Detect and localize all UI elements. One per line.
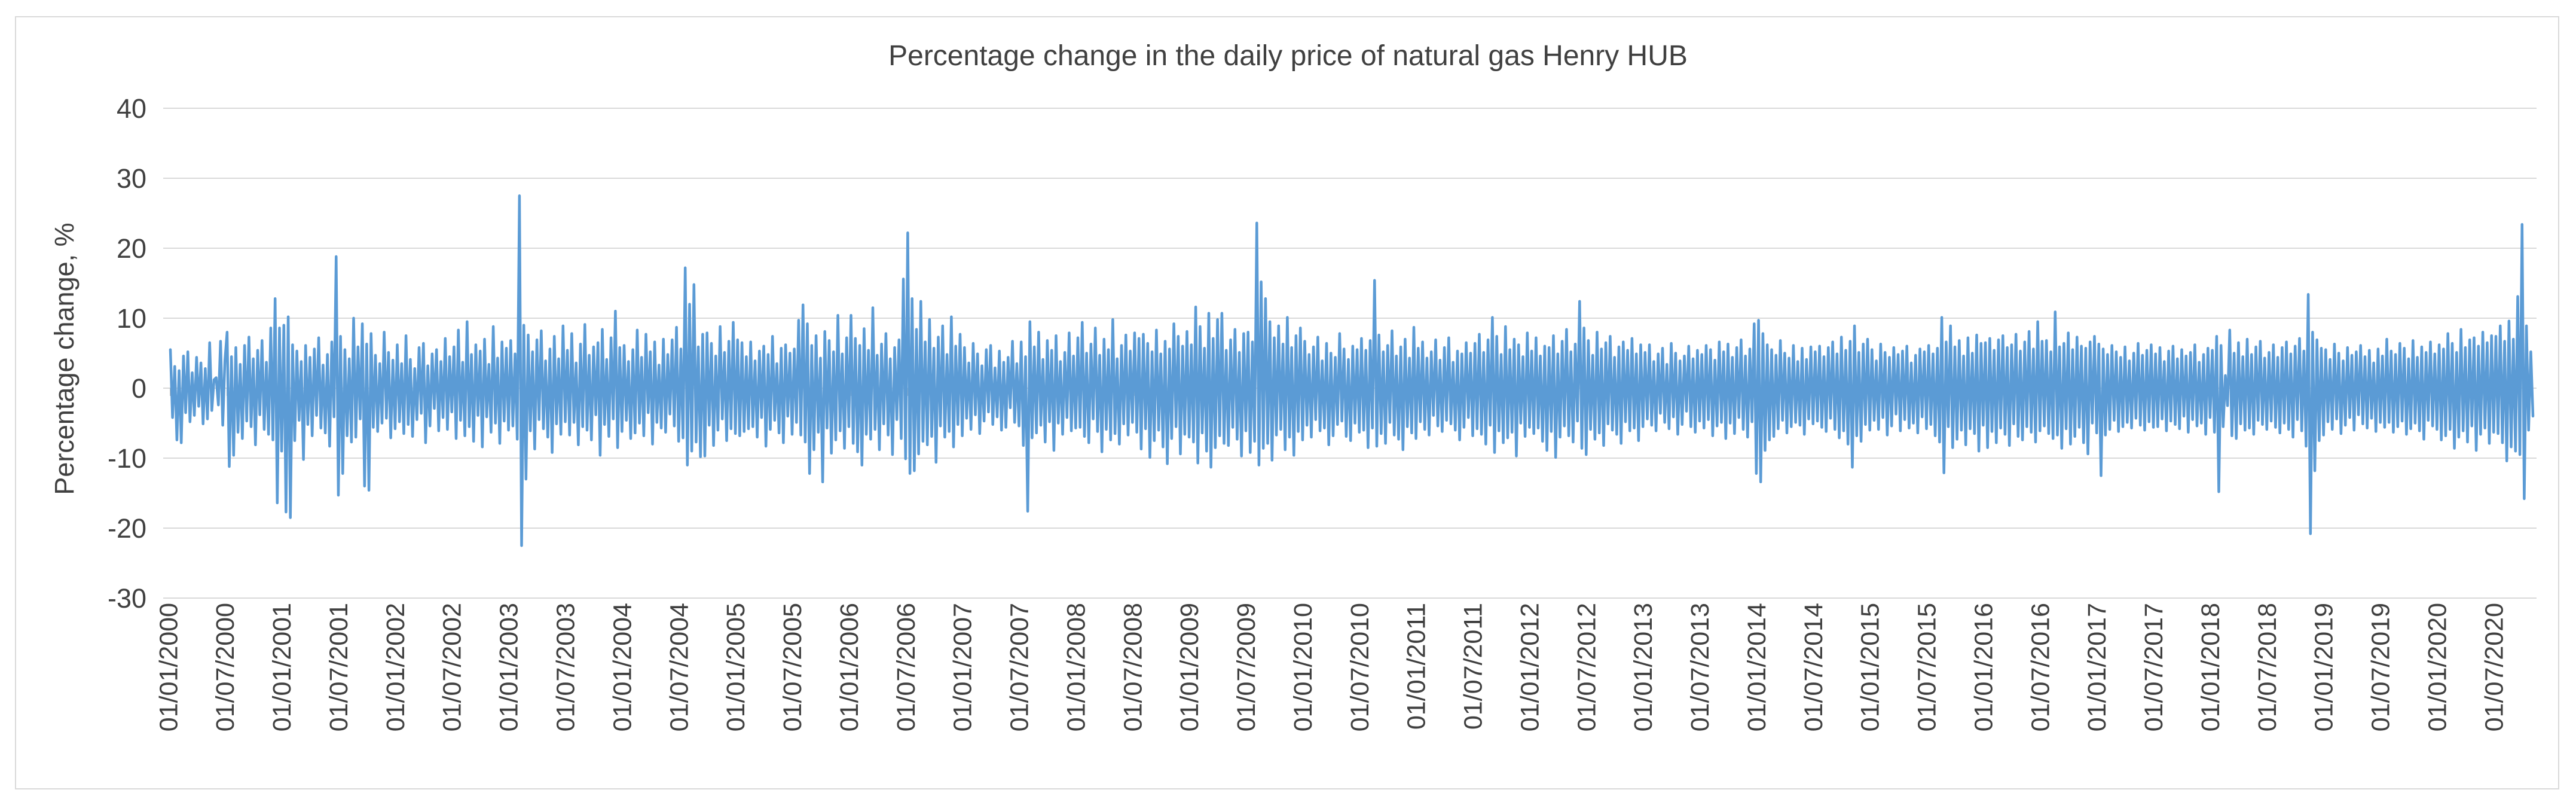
x-tick-label: 01/01/2012 [1515, 603, 1544, 731]
x-tick-label: 01/07/2007 [1006, 603, 1034, 731]
y-tick-label: -20 [108, 513, 146, 544]
y-tick-label: 0 [132, 373, 146, 404]
x-tick-label: 01/01/2009 [1175, 603, 1204, 731]
y-tick-label: -30 [108, 583, 146, 614]
x-tick-label: 01/07/2009 [1232, 603, 1261, 731]
x-tick-label: 01/07/2020 [2480, 603, 2508, 731]
x-tick-label: 01/07/2008 [1119, 603, 1147, 731]
y-tick-label: 10 [117, 303, 146, 334]
x-tick-label: 01/01/2016 [1969, 603, 1998, 731]
data-series-line [169, 194, 2535, 547]
x-tick-label: 01/07/2019 [2367, 603, 2395, 731]
x-tick-label: 01/07/2001 [325, 603, 353, 731]
x-tick-label: 01/01/2010 [1289, 603, 1318, 731]
chart-title: Percentage change in the daily price of … [888, 40, 1688, 72]
y-tick-label: 30 [117, 163, 146, 194]
x-tick-label: 01/07/2006 [892, 603, 921, 731]
x-tick-label: 01/07/2017 [2140, 603, 2168, 731]
x-tick-label: 01/07/2012 [1572, 603, 1601, 731]
x-tick-label: 01/01/2017 [2083, 603, 2111, 731]
x-tick-label: 01/07/2018 [2253, 603, 2282, 731]
x-tick-label: 01/01/2013 [1629, 603, 1658, 731]
x-tick-label: 01/01/2020 [2423, 603, 2452, 731]
x-tick-label: 01/01/2003 [495, 603, 524, 731]
x-tick-label: 01/01/2007 [949, 603, 977, 731]
x-tick-label: 01/07/2010 [1346, 603, 1374, 731]
x-tick-label: 01/01/2008 [1062, 603, 1090, 731]
x-tick-label: 01/01/2005 [722, 603, 750, 731]
x-tick-label: 01/01/2000 [154, 603, 183, 731]
x-tick-label: 01/01/2015 [1856, 603, 1885, 731]
x-tick-label: 01/01/2004 [608, 603, 637, 731]
x-tick-label: 01/07/2016 [2026, 603, 2055, 731]
x-tick-label: 01/07/2015 [1913, 603, 1942, 731]
y-tick-label: 20 [117, 233, 146, 264]
x-tick-label: 01/07/2011 [1459, 603, 1488, 730]
x-tick-label: 01/01/2001 [268, 603, 297, 731]
x-tick-label: 01/01/2018 [2196, 603, 2225, 731]
x-tick-label: 01/07/2003 [551, 603, 580, 731]
x-tick-label: 01/01/2019 [2310, 603, 2339, 731]
x-tick-label: 01/07/2004 [665, 603, 693, 731]
x-tick-label: 01/07/2013 [1686, 603, 1715, 731]
x-tick-label: 01/07/2002 [438, 603, 467, 731]
y-tick-label: -10 [108, 443, 146, 474]
x-tick-label: 01/01/2002 [381, 603, 410, 731]
x-tick-label: 01/07/2005 [778, 603, 807, 731]
x-tick-label: 01/01/2014 [1743, 603, 1771, 731]
x-tick-label: 01/07/2000 [211, 603, 240, 731]
x-tick-label: 01/07/2014 [1799, 603, 1828, 731]
x-tick-label: 01/01/2006 [835, 603, 864, 731]
x-tick-label: 01/01/2011 [1402, 603, 1431, 730]
y-tick-label: 40 [117, 93, 146, 124]
